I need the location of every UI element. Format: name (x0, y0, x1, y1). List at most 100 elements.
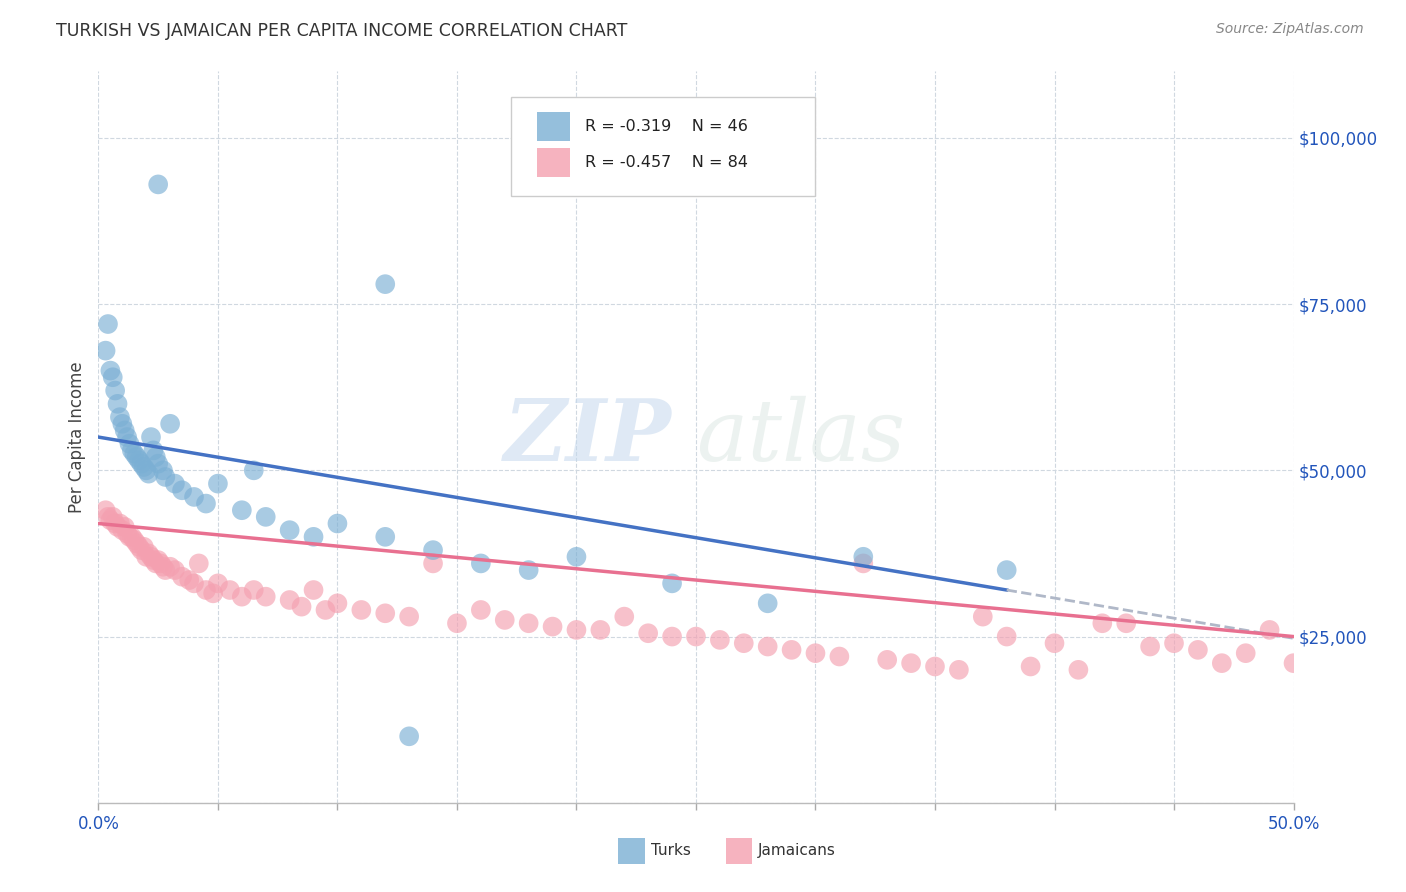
Point (148, 178, 170, 192)
Point (709, 632, 731, 647)
Point (159, 417, 181, 431)
Point (124, 533, 146, 548)
Point (1139, 640, 1161, 654)
Point (131, 457, 153, 471)
Text: TURKISH VS JAMAICAN PER CAPITA INCOME CORRELATION CHART: TURKISH VS JAMAICAN PER CAPITA INCOME CO… (56, 22, 627, 40)
Point (1258, 623, 1281, 637)
Point (231, 503, 253, 517)
Point (756, 596, 779, 610)
Point (142, 443, 165, 458)
Point (111, 417, 134, 431)
Point (852, 557, 875, 571)
Point (243, 582, 266, 597)
Point (152, 559, 174, 574)
Point (422, 543, 444, 558)
Point (302, 582, 325, 597)
Point (517, 563, 540, 577)
Point (183, 490, 205, 504)
Point (291, 599, 314, 614)
Point (254, 590, 277, 604)
Point (138, 467, 160, 481)
Point (114, 520, 136, 534)
Point (187, 557, 209, 571)
Point (254, 509, 277, 524)
Point (101, 370, 124, 384)
Point (756, 640, 779, 654)
Point (1211, 656, 1233, 670)
Point (128, 453, 150, 467)
Point (124, 447, 146, 461)
Point (115, 526, 138, 541)
Point (172, 483, 194, 498)
Point (107, 397, 129, 411)
Point (183, 576, 205, 591)
Point (139, 549, 162, 564)
Point (398, 729, 420, 743)
Text: R = -0.319    N = 46: R = -0.319 N = 46 (585, 119, 748, 134)
Point (125, 450, 148, 464)
Point (470, 557, 492, 571)
Point (148, 553, 170, 567)
Point (565, 549, 588, 564)
Point (142, 553, 165, 567)
Point (155, 470, 177, 484)
Point (243, 463, 266, 477)
Bar (537, 112, 571, 141)
Point (202, 586, 225, 600)
Point (852, 549, 875, 564)
Text: R = -0.457    N = 84: R = -0.457 N = 84 (585, 155, 748, 170)
Point (172, 570, 194, 584)
Point (149, 557, 172, 571)
Point (179, 573, 201, 587)
Point (131, 543, 153, 558)
FancyBboxPatch shape (510, 97, 815, 195)
Point (374, 607, 396, 621)
Point (114, 424, 136, 438)
Point (685, 630, 707, 644)
Point (145, 557, 167, 571)
Point (115, 430, 138, 444)
Point (278, 523, 301, 537)
Point (1043, 636, 1066, 650)
Point (661, 630, 683, 644)
Point (108, 410, 131, 425)
Point (148, 457, 170, 471)
Point (541, 619, 564, 633)
Point (163, 476, 186, 491)
Point (900, 656, 922, 670)
Point (1019, 659, 1042, 673)
Point (565, 623, 588, 637)
Point (135, 549, 157, 564)
Bar (725, 838, 752, 863)
Point (107, 520, 129, 534)
Point (422, 557, 444, 571)
Point (155, 563, 177, 577)
Point (128, 540, 150, 554)
Point (972, 609, 994, 624)
Point (637, 626, 659, 640)
Point (446, 616, 468, 631)
Point (350, 603, 373, 617)
Point (138, 546, 160, 560)
Point (661, 576, 683, 591)
Point (132, 460, 155, 475)
Point (98, 513, 122, 527)
Point (948, 663, 970, 677)
Point (163, 563, 186, 577)
Bar (619, 838, 644, 863)
Point (121, 530, 143, 544)
Point (1115, 616, 1137, 631)
Point (326, 596, 349, 610)
Point (152, 463, 174, 477)
Y-axis label: Per Capita Income: Per Capita Income (67, 361, 86, 513)
Point (733, 636, 755, 650)
Point (195, 497, 218, 511)
Point (231, 590, 253, 604)
Point (995, 563, 1018, 577)
Point (195, 582, 218, 597)
Point (207, 576, 229, 591)
Text: Source: ZipAtlas.com: Source: ZipAtlas.com (1216, 22, 1364, 37)
Point (398, 609, 420, 624)
Point (207, 476, 229, 491)
Point (876, 653, 898, 667)
